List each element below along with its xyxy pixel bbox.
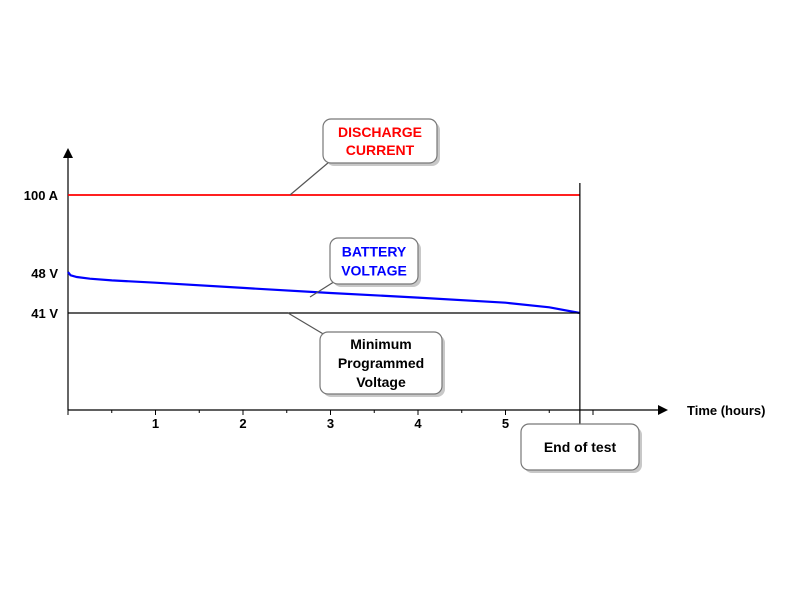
series-line-battery-voltage [67,271,581,315]
callout-text: DISCHARGE [338,124,422,140]
callout-text: Voltage [356,374,406,390]
ticks: 1 2 3 4 5 Time (hours) 100 A 48 V 41 V [24,188,766,431]
axes [63,148,668,415]
callout-text: End of test [544,439,617,455]
callout-text: BATTERY [342,244,407,260]
y-tick-label: 41 V [31,306,58,321]
callout-pointer [289,156,336,196]
series [67,183,581,424]
y-axis-arrow [63,148,73,158]
callout-box [329,237,419,285]
y-tick-label: 48 V [31,266,58,281]
callout-discharge: DISCHARGE CURRENT [289,118,440,196]
callout-text: Programmed [338,355,424,371]
callout-battery: BATTERY VOLTAGE [309,237,421,298]
x-tick-label: 3 [327,416,334,431]
callout-box [322,118,438,164]
callouts: DISCHARGE CURRENT BATTERY VOLTAGE Minimum Pro… [287,118,642,473]
callout-minimum: Minimum Programmed Voltage [287,312,445,397]
x-axis-arrow [658,405,668,415]
callout-end: End of test [520,423,642,473]
y-tick-label: 100 A [24,188,59,203]
x-tick-label: 4 [414,416,422,431]
x-tick-label: 2 [239,416,246,431]
callout-box [319,331,443,395]
x-tick-label: 1 [152,416,159,431]
x-axis-title: Time (hours) [687,403,766,418]
callout-text: VOLTAGE [341,263,407,279]
x-tick-label: 5 [502,416,509,431]
callout-box [520,423,640,471]
callout-text: CURRENT [346,142,415,158]
callout-text: Minimum [350,336,411,352]
